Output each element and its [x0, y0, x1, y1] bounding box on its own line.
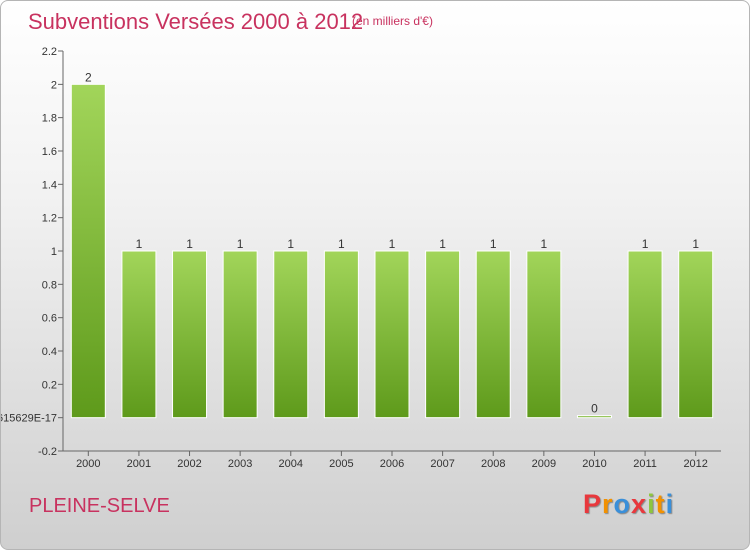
bar-2003	[222, 250, 258, 419]
bar-2012	[678, 250, 714, 419]
logo-letter: o	[613, 489, 632, 519]
logo-letter: r	[602, 489, 614, 519]
y-tick-label: 0.6	[42, 313, 57, 325]
x-tick-label: 2010	[582, 458, 606, 470]
x-tick-label: 2000	[76, 458, 100, 470]
x-tick-label: 2011	[633, 458, 657, 470]
data-label-2012: 1	[692, 237, 699, 251]
commune-name: PLEINE-SELVE	[29, 495, 170, 517]
y-tick-label: 1	[51, 246, 57, 258]
y-tick-label: 1.5265566615629E-17	[1, 413, 57, 425]
x-tick-label: 2004	[279, 458, 303, 470]
data-label-2005: 1	[338, 237, 345, 251]
logo-letter: i	[647, 489, 656, 519]
y-axis: -0.2 1.5265566615629E-17 0.2 0.4 0.6 0.8 1 1.2 1…	[1, 46, 64, 458]
data-label-2001: 1	[136, 237, 143, 251]
chart-subtitle: (en milliers d'€)	[352, 14, 433, 28]
logo-letter: i	[665, 489, 675, 519]
bar-2000	[70, 83, 106, 419]
bar-2007	[425, 250, 461, 419]
x-tick-label: 2009	[532, 458, 556, 470]
data-label-2007: 1	[439, 237, 446, 251]
logo-letter: x	[631, 489, 648, 519]
logo-letter: t	[655, 489, 666, 519]
x-tick-label: 2002	[177, 458, 201, 470]
data-label-2002: 1	[186, 237, 193, 251]
bar-2009	[526, 250, 562, 419]
y-tick-label: 1.6	[42, 146, 57, 158]
bar-2005	[323, 250, 359, 419]
data-label-2010: 0	[591, 402, 598, 416]
x-axis: 2000 2001 2002 2003 2004 2005 2006 2007 2008 2009…	[63, 450, 721, 470]
y-tick-label: 1.2	[42, 213, 57, 225]
bar-2004	[273, 250, 309, 419]
x-tick-label: 2005	[329, 458, 353, 470]
y-tick-label: -0.2	[38, 446, 57, 458]
x-tick-label: 2012	[683, 458, 707, 470]
y-tick-label: 1.4	[42, 179, 57, 191]
x-tick-label: 2007	[430, 458, 454, 470]
bar-2011	[627, 250, 663, 419]
data-label-2009: 1	[541, 237, 548, 251]
bar-2002	[172, 250, 208, 419]
data-label-2008: 1	[490, 237, 497, 251]
y-tick-label: 2.2	[42, 46, 57, 58]
data-label-2011: 1	[642, 237, 649, 251]
y-tick-label: 1.8	[42, 113, 57, 125]
x-tick-label: 2006	[380, 458, 404, 470]
data-label-2000: 2	[85, 70, 92, 84]
data-label-2006: 1	[389, 237, 396, 251]
x-tick-label: 2008	[481, 458, 505, 470]
chart-title: Subventions Versées 2000 à 2012	[28, 9, 364, 34]
data-label-2004: 1	[287, 237, 294, 251]
x-tick-label: 2001	[127, 458, 151, 470]
logo-letter: P	[583, 489, 603, 519]
data-label-2003: 1	[237, 237, 244, 251]
proxiti-logo: Proxiti	[583, 489, 674, 520]
y-tick-label: 2	[51, 79, 57, 91]
bar-2006	[374, 250, 410, 419]
x-tick-label: 2003	[228, 458, 252, 470]
y-tick-label: 0.2	[42, 379, 57, 391]
y-tick-label: 0.4	[42, 346, 57, 358]
bar-2008	[475, 250, 511, 419]
y-tick-label: 0.8	[42, 279, 57, 291]
bar-2001	[121, 250, 157, 419]
bar-series: 2 1 1 1 1 1 1 1 1 1 0 1 1	[70, 70, 714, 419]
bar-2010	[576, 415, 612, 419]
